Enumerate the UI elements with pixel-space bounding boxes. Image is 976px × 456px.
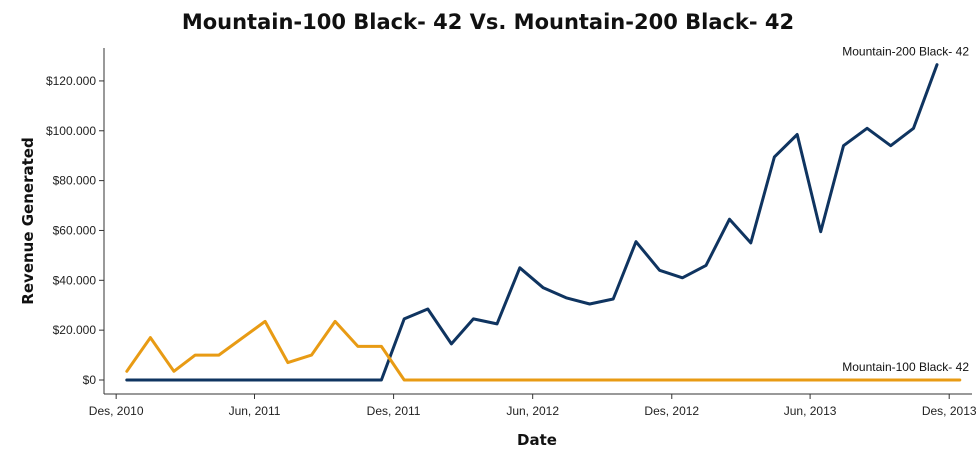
y-tick-label: $60.000 xyxy=(53,223,97,237)
y-tick-label: $40.000 xyxy=(53,273,97,287)
series-end-label: Mountain-100 Black- 42 xyxy=(842,360,969,374)
axes xyxy=(103,48,972,395)
y-tick-label: $20.000 xyxy=(53,323,97,337)
chart-title: Mountain-100 Black- 42 Vs. Mountain-200 … xyxy=(181,10,795,34)
x-axis-ticks: Des, 2010 Jun, 2011 Des, 2011 Jun, 2012 Des,… xyxy=(89,394,976,418)
series-labels: Mountain-200 Black- 42 Mountain-100 Black… xyxy=(842,45,969,374)
x-tick-label: Des, 2011 xyxy=(367,404,421,418)
y-tick-label: $0 xyxy=(83,373,97,387)
x-axis-title: Date xyxy=(517,431,557,449)
series-line-mountain-200 xyxy=(125,63,939,382)
x-tick-label: Des, 2012 xyxy=(644,404,699,418)
y-axis-title: Revenue Generated xyxy=(19,137,37,304)
y-tick-label: $120.000 xyxy=(46,74,96,88)
y-axis-ticks: $0 $20.000 $40.000 $60.000 $80.000 $100.000 $1… xyxy=(46,74,104,387)
y-tick-label: $100.000 xyxy=(46,124,96,138)
x-tick-label: Jun, 2012 xyxy=(506,404,559,418)
y-tick-label: $80.000 xyxy=(53,174,97,188)
x-tick-label: Jun, 2011 xyxy=(229,404,281,418)
series-lines xyxy=(125,63,962,382)
series-line-mountain-100 xyxy=(125,319,962,382)
x-tick-label: Des, 2013 xyxy=(922,404,976,418)
x-tick-label: Des, 2010 xyxy=(89,404,144,418)
x-tick-label: Jun, 2013 xyxy=(784,404,837,418)
series-end-label: Mountain-200 Black- 42 xyxy=(842,45,969,59)
